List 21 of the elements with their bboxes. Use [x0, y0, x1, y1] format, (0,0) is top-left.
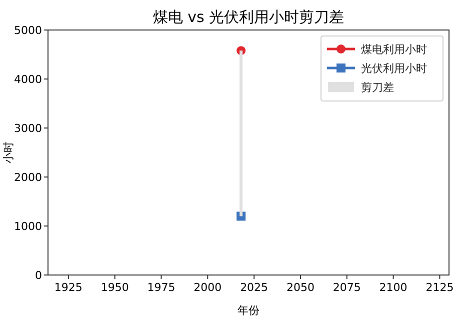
x-tick-label: 2050 [286, 281, 314, 294]
x-tick-label: 2125 [426, 281, 454, 294]
y-tick-label: 1000 [14, 220, 42, 233]
x-tick-label: 1950 [100, 281, 129, 294]
x-tick-label: 2025 [240, 281, 268, 294]
chart-title: 煤电 vs 光伏利用小时剪刀差 [152, 8, 344, 26]
y-tick-label: 4000 [14, 73, 42, 86]
y-axis-title: 小时 [2, 142, 15, 164]
y-tick-label: 5000 [14, 24, 42, 37]
y-tick-label: 0 [35, 269, 42, 282]
legend-label: 煤电利用小时 [361, 43, 427, 56]
x-axis-title: 年份 [238, 304, 260, 317]
y-tick-label: 2000 [14, 171, 42, 184]
legend-label: 光伏利用小时 [361, 62, 427, 75]
x-tick-label: 2100 [379, 281, 408, 294]
x-tick-label: 1975 [147, 281, 176, 294]
y-tick-label: 3000 [14, 122, 42, 135]
x-tick-label: 2000 [194, 281, 222, 294]
x-tick-label: 1925 [54, 281, 82, 294]
legend-label: 剪刀差 [361, 81, 394, 94]
x-tick-label: 2075 [332, 281, 361, 294]
